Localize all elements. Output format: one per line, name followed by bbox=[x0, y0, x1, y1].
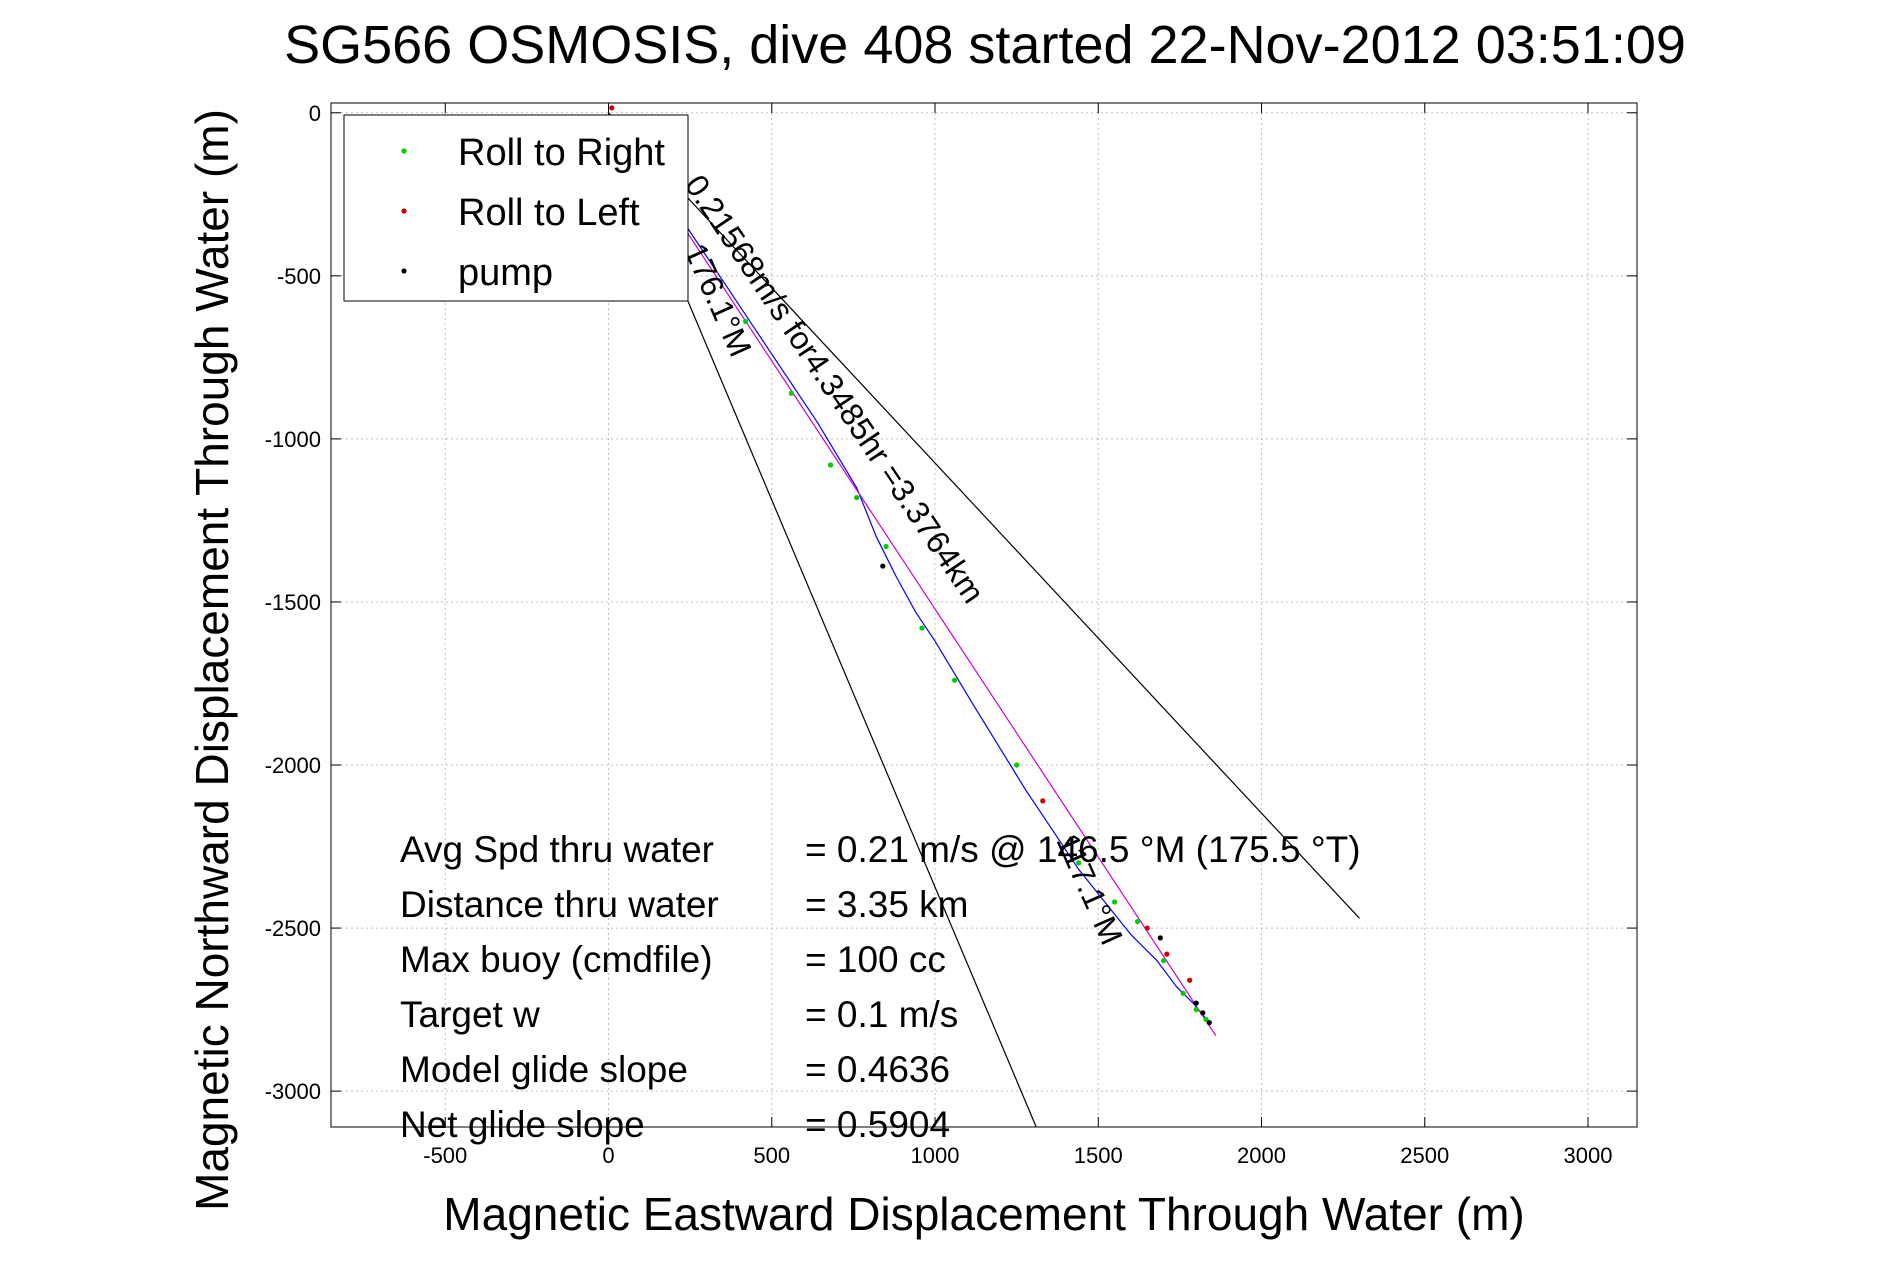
legend-marker bbox=[401, 208, 407, 214]
data-point bbox=[1193, 1006, 1199, 1013]
data-point bbox=[1193, 1000, 1199, 1006]
stat-label: Max buoy (cmdfile) bbox=[400, 939, 713, 980]
stat-value: = 0.4636 bbox=[805, 1049, 950, 1090]
data-point bbox=[1040, 798, 1046, 804]
y-tick-label: -500 bbox=[277, 264, 321, 289]
stat-label: Target w bbox=[400, 994, 540, 1035]
stat-value: = 0.21 m/s @ 146.5 °M (175.5 °T) bbox=[805, 829, 1361, 870]
data-point bbox=[919, 625, 925, 631]
data-point bbox=[1014, 762, 1020, 768]
data-point bbox=[827, 462, 834, 468]
data-point bbox=[1160, 958, 1167, 964]
data-point bbox=[1144, 925, 1150, 931]
series-line bbox=[608, 112, 1210, 1023]
data-point bbox=[1206, 1020, 1212, 1026]
stat-value: = 100 cc bbox=[805, 939, 946, 980]
x-tick-label: 3000 bbox=[1564, 1143, 1613, 1168]
y-tick-label: -3000 bbox=[265, 1079, 321, 1104]
legend-label: Roll to Left bbox=[458, 192, 640, 234]
y-tick-label: -2000 bbox=[265, 753, 321, 778]
legend-entries: Roll to Right Roll to Left pump bbox=[401, 132, 665, 294]
stat-label: Avg Spd thru water bbox=[400, 829, 714, 870]
y-tick-labels: 0 -500 -1000 -1500 -2000 -2500 -3000 bbox=[265, 101, 321, 1104]
data-point bbox=[1164, 951, 1170, 957]
data-point bbox=[743, 318, 749, 325]
data-point bbox=[880, 563, 886, 569]
legend-label: pump bbox=[458, 252, 553, 294]
x-tick-label: 0 bbox=[602, 1143, 614, 1168]
data-point bbox=[1180, 990, 1186, 996]
stat-label: Model glide slope bbox=[400, 1049, 688, 1090]
x-tick-label: 2000 bbox=[1237, 1143, 1286, 1168]
stat-label: Net glide slope bbox=[400, 1104, 645, 1145]
stat-label: Distance thru water bbox=[400, 884, 719, 925]
x-axis-label: Magnetic Eastward Displacement Through W… bbox=[443, 1188, 1524, 1240]
legend-label: Roll to Right bbox=[458, 132, 665, 174]
data-point bbox=[1200, 1010, 1206, 1016]
x-tick-label: -500 bbox=[423, 1143, 467, 1168]
data-point bbox=[952, 677, 958, 683]
y-axis-label: Magnetic Northward Displacement Through … bbox=[186, 109, 238, 1211]
data-point bbox=[788, 390, 794, 396]
stat-value: = 0.5904 bbox=[805, 1104, 950, 1145]
data-point bbox=[1076, 860, 1082, 866]
x-tick-label: 1000 bbox=[911, 1143, 960, 1168]
legend-marker bbox=[401, 268, 407, 274]
plot-frame bbox=[330, 102, 1638, 1128]
ticks bbox=[331, 103, 1637, 1127]
data-point bbox=[1203, 1016, 1209, 1022]
data-point bbox=[1112, 899, 1118, 905]
x-tick-labels: -500 0 500 1000 1500 2000 2500 3000 bbox=[423, 1143, 1612, 1168]
x-tick-label: 500 bbox=[753, 1143, 790, 1168]
y-tick-label: -2500 bbox=[265, 916, 321, 941]
y-tick-label: 0 bbox=[309, 101, 321, 126]
legend: Roll to Right Roll to Left pump bbox=[343, 114, 689, 302]
series-line bbox=[608, 112, 1360, 919]
stat-value: = 0.1 m/s bbox=[805, 994, 958, 1035]
stats-block: Avg Spd thru water = 0.21 m/s @ 146.5 °M … bbox=[400, 829, 1361, 1145]
x-tick-label: 1500 bbox=[1074, 1143, 1123, 1168]
data-point bbox=[1157, 935, 1163, 941]
series-line bbox=[607, 112, 1217, 1037]
legend-marker bbox=[401, 148, 407, 154]
y-tick-label: -1500 bbox=[265, 590, 321, 615]
data-point bbox=[883, 543, 889, 550]
chart-lines bbox=[607, 112, 1360, 1127]
data-point bbox=[1134, 918, 1141, 925]
data-point bbox=[609, 105, 615, 111]
y-tick-label: -1000 bbox=[265, 427, 321, 452]
x-tick-label: 2500 bbox=[1400, 1143, 1449, 1168]
stat-value: = 3.35 km bbox=[805, 884, 969, 925]
chart-title: SG566 OSMOSIS, dive 408 started 22-Nov-2… bbox=[284, 15, 1686, 75]
legend-box bbox=[343, 114, 689, 302]
data-point bbox=[854, 494, 860, 501]
data-point bbox=[1187, 977, 1193, 983]
